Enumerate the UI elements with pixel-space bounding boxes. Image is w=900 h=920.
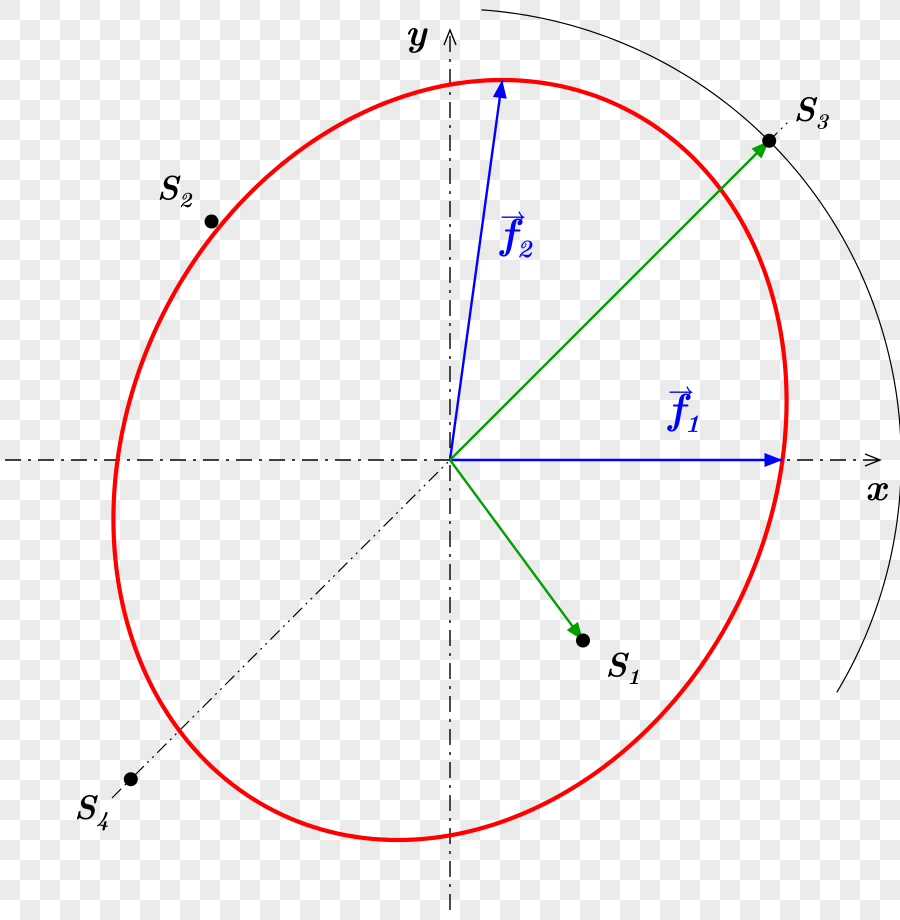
x-axis-label: x <box>865 456 888 512</box>
point-S2 <box>205 215 219 229</box>
point-S3 <box>762 134 776 148</box>
point-S4 <box>124 772 138 786</box>
y-axis-label: y <box>405 1 428 57</box>
diagram-canvas: xyS1S2S3S4→f1→f2 <box>0 0 900 920</box>
point-S1 <box>576 634 590 648</box>
